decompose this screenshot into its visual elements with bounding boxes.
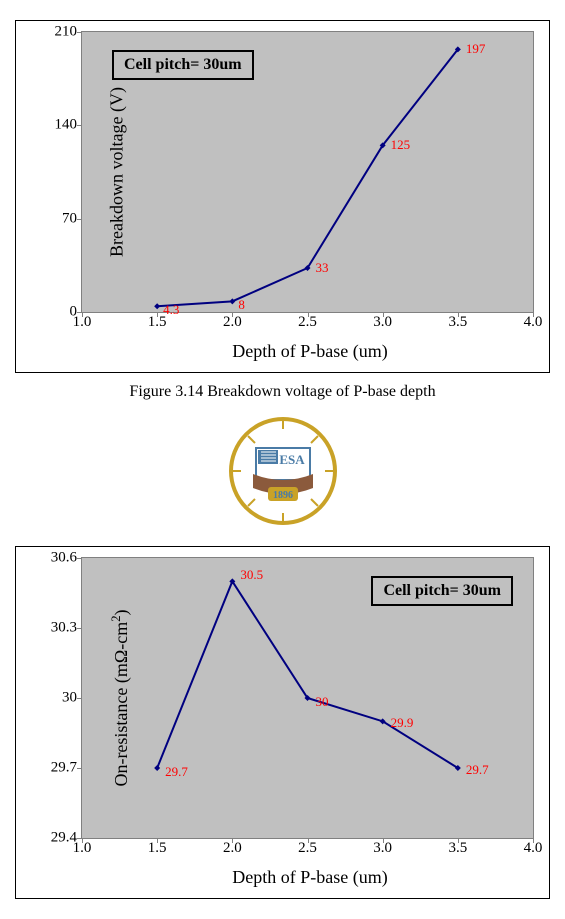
data-point-label: 30 bbox=[316, 694, 329, 710]
chart-2-y-ticks: 29.429.73030.330.6 bbox=[42, 558, 77, 838]
chart-2-panel: On-resistance (mΩ-cm2) 29.429.73030.330.… bbox=[15, 546, 550, 899]
svg-text:ESA: ESA bbox=[279, 452, 305, 467]
data-point-label: 125 bbox=[391, 137, 411, 153]
chart-2-x-ticks: 1.01.52.02.53.03.54.0 bbox=[82, 840, 533, 860]
chart-1-x-label: Depth of P-base (um) bbox=[81, 341, 539, 362]
chart-2-plot-area: On-resistance (mΩ-cm2) 29.429.73030.330.… bbox=[81, 557, 534, 839]
svg-text:1896: 1896 bbox=[273, 490, 293, 501]
data-point-label: 29.7 bbox=[466, 762, 489, 778]
y-tick-label: 29.7 bbox=[42, 760, 77, 777]
chart-1-x-ticks: 1.01.52.02.53.03.54.0 bbox=[82, 314, 533, 334]
y-tick-label: 30.6 bbox=[42, 550, 77, 567]
y-tick-label: 70 bbox=[42, 210, 77, 227]
chart-2-x-label: Depth of P-base (um) bbox=[81, 867, 539, 888]
chart-1-svg bbox=[82, 32, 533, 312]
seal-logo: ESA 1896 bbox=[228, 416, 338, 526]
data-point-label: 33 bbox=[316, 260, 329, 276]
figure-caption-1: Figure 3.14 Breakdown voltage of P-base … bbox=[0, 383, 565, 401]
chart-1-y-ticks: 070140210 bbox=[42, 32, 77, 312]
chart-2-svg bbox=[82, 558, 533, 838]
data-point-label: 4.3 bbox=[163, 302, 179, 318]
y-tick-label: 140 bbox=[42, 117, 77, 134]
data-point-label: 30.5 bbox=[240, 567, 263, 583]
y-tick-label: 210 bbox=[42, 24, 77, 41]
chart-1-plot-area: Breakdown voltage (V) 070140210 1.01.52.… bbox=[81, 31, 534, 313]
data-point-label: 197 bbox=[466, 41, 486, 57]
chart-1-panel: Breakdown voltage (V) 070140210 1.01.52.… bbox=[15, 20, 550, 373]
y-tick-label: 30 bbox=[42, 690, 77, 707]
data-point-label: 29.7 bbox=[165, 764, 188, 780]
data-point-label: 8 bbox=[238, 297, 245, 313]
y-tick-label: 30.3 bbox=[42, 620, 77, 637]
data-point-label: 29.9 bbox=[391, 715, 414, 731]
